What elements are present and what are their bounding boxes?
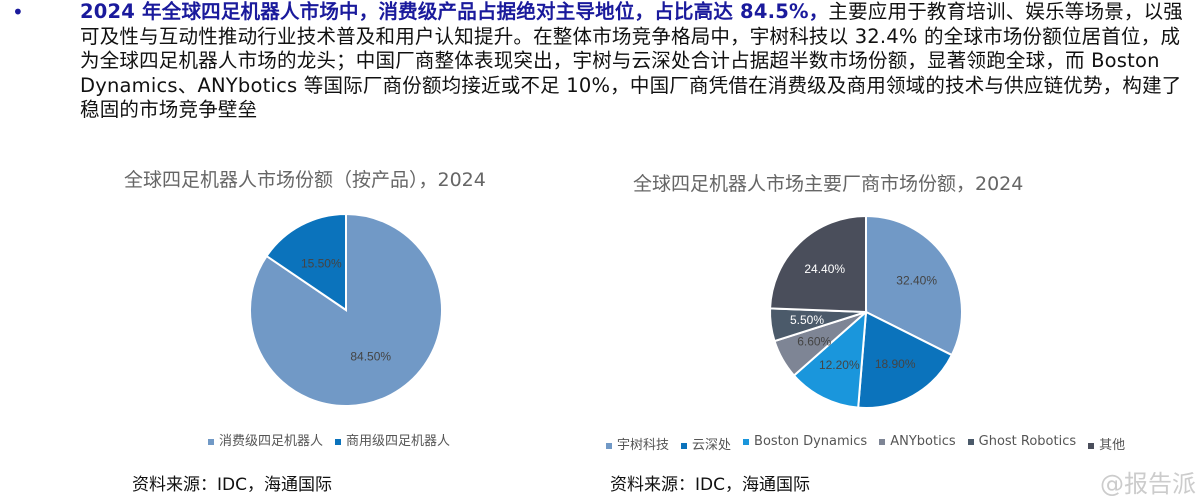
summary-paragraph: 2024 年全球四足机器人市场中，消费级产品占据绝对主导地位，占比高达 84.5…	[80, 0, 1190, 123]
legend-item: 其他	[1088, 434, 1125, 453]
legend-swatch	[967, 438, 974, 445]
legend-label: ANYbotics	[890, 434, 956, 449]
bullet: •	[12, 0, 24, 24]
data-label: 5.50%	[790, 313, 824, 327]
legend-label: 消费级四足机器人	[219, 434, 324, 449]
legend-label: Ghost Robotics	[978, 434, 1077, 449]
legend-label: 云深处	[692, 438, 732, 453]
chart2-legend: 宇树科技 云深处 Boston Dynamics ANYbotics Ghost Rob…	[606, 434, 1125, 453]
chart1-title: 全球四足机器人市场份额（按产品），2024	[124, 169, 486, 191]
pie-slice	[792, 309, 868, 409]
watermark: @报告派	[1100, 470, 1196, 498]
legend-label: 宇树科技	[617, 438, 670, 453]
pie-slice	[865, 214, 963, 357]
legend-item: 消费级四足机器人	[208, 430, 323, 449]
summary-rest: 主要应用于教育培训、娱乐等场景，以强可及性与互动性推动行业技术普及和用户认知提升…	[80, 0, 1184, 121]
chart2-title: 全球四足机器人市场主要厂商市场份额，2024	[633, 173, 1024, 195]
legend-label: 其他	[1099, 438, 1126, 453]
data-label: 15.50%	[301, 256, 342, 270]
legend-swatch	[208, 438, 214, 445]
legend-item: Ghost Robotics	[967, 434, 1077, 453]
legend-item: ANYbotics	[879, 434, 956, 453]
legend-item: Boston Dynamics	[743, 434, 867, 453]
summary-highlight: 2024 年全球四足机器人市场中，消费级产品占据绝对主导地位，占比高达 84.5…	[80, 0, 829, 23]
legend-swatch	[1088, 442, 1095, 449]
data-label: 84.50%	[350, 350, 391, 364]
pie-slice	[265, 212, 347, 312]
legend-item: 商用级四足机器人	[335, 430, 450, 449]
legend-item: 云深处	[681, 434, 731, 453]
pie-slice	[857, 310, 954, 409]
chart1-legend: 消费级四足机器人 商用级四足机器人	[208, 430, 450, 449]
source-right: 资料来源：IDC，海通国际	[610, 475, 810, 495]
legend-item: 宇树科技	[606, 434, 669, 453]
data-label: 32.40%	[896, 274, 937, 288]
legend-label: 商用级四足机器人	[346, 434, 451, 449]
legend-label: Boston Dynamics	[754, 434, 868, 449]
source-left: 资料来源：IDC，海通国际	[132, 475, 332, 495]
legend-swatch	[681, 442, 688, 449]
data-label: 18.90%	[875, 357, 916, 371]
legend-swatch	[335, 438, 342, 445]
legend-swatch	[879, 438, 886, 445]
legend-swatch	[743, 438, 750, 445]
legend-swatch	[606, 442, 612, 449]
data-label: 6.60%	[797, 334, 831, 348]
data-label: 24.40%	[804, 262, 845, 276]
pie-slice	[769, 214, 867, 314]
data-label: 12.20%	[819, 358, 860, 372]
